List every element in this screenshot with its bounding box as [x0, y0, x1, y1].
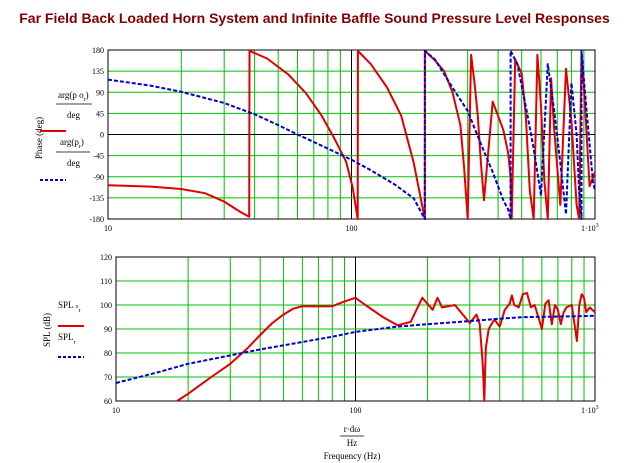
spl-grid — [115, 256, 595, 402]
spl-ytick-label: 60 — [104, 397, 112, 406]
phase-ytick-label: -45 — [93, 152, 104, 161]
spl-ytick-label: 110 — [100, 277, 112, 286]
phase-ytick-label: -90 — [93, 173, 104, 182]
phase-series-group — [107, 49, 596, 220]
spl-legend: SPL or SPLr — [58, 300, 84, 358]
spl-series-group — [115, 292, 596, 402]
spl-x-axis-label: r·dω Hz Frequency (Hz) — [324, 424, 381, 461]
spl-ytick-label: 70 — [104, 373, 112, 382]
phase-ytick-label: 135 — [92, 67, 104, 76]
spl-plot-frame — [115, 256, 596, 402]
phase-ytick-label: -180 — [89, 215, 104, 224]
phase-ytick-label: -135 — [89, 194, 104, 203]
phase-plot-frame — [107, 49, 596, 220]
spl-x-label-den: Hz — [347, 438, 358, 448]
spl-legend-s2: SPLr — [58, 332, 76, 346]
spl-xtick-label: 1·103 — [581, 405, 599, 415]
spl-ytick-label: 80 — [104, 349, 112, 358]
phase-xtick-label: 100 — [346, 224, 358, 233]
spl-series-2-line — [115, 314, 596, 384]
phase-xtick-label: 1·103 — [581, 223, 599, 233]
phase-legend-s2-den: deg — [67, 158, 80, 168]
phase-ytick-label: 90 — [96, 88, 104, 97]
spl-legend-s1: SPL or — [58, 300, 81, 314]
spl-x-label-num: r·dω — [344, 424, 360, 434]
phase-legend-s1-den: deg — [67, 110, 80, 120]
phase-series-1-line — [107, 49, 596, 220]
phase-series-2-line — [107, 49, 596, 220]
phase-ytick-label: 180 — [92, 46, 104, 55]
spl-ytick-label: 100 — [100, 301, 112, 310]
phase-ytick-label: 45 — [96, 109, 104, 118]
phase-legend-s1-num: arg(p or) — [58, 90, 89, 103]
spl-xtick-label: 100 — [350, 406, 362, 415]
spl-y-axis-label: SPL (dB) — [42, 313, 52, 347]
spl-ytick-label: 120 — [100, 253, 112, 262]
phase-legend-s2-num: arg(pr) — [60, 137, 84, 150]
spl-xtick-label: 10 — [112, 406, 120, 415]
phase-legend: arg(p or) deg arg(pr) deg — [40, 90, 92, 181]
phase-xtick-label: 10 — [104, 224, 112, 233]
phase-y-axis-label: Phase (deg) — [34, 117, 44, 159]
spl-series-1-line — [176, 292, 596, 402]
chart-title: Far Field Back Loaded Horn System and In… — [19, 10, 610, 26]
spl-ytick-label: 90 — [104, 325, 112, 334]
phase-ytick-label: 0 — [100, 131, 104, 140]
spl-x-label-unit: Frequency (Hz) — [324, 451, 381, 461]
